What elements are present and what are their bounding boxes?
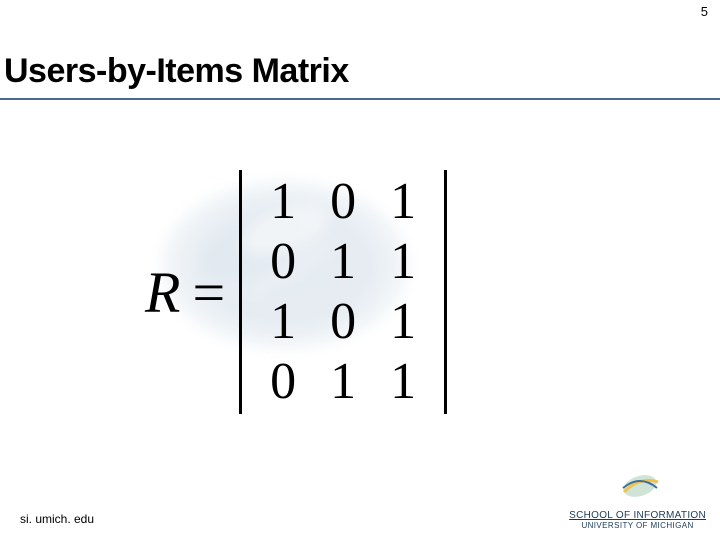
matrix-row: 1 0 1 (253, 176, 433, 228)
matrix-cell: 0 (313, 296, 373, 348)
slide: 5 Users-by-Items Matrix R = 1 0 1 (0, 0, 720, 540)
equation-lhs: R (145, 259, 180, 326)
matrix-row: 0 1 1 (253, 236, 433, 288)
matrix-grid: 1 0 1 0 1 1 1 0 1 0 1 1 (253, 176, 433, 408)
matrix-cell: 1 (313, 356, 373, 408)
matrix: 1 0 1 0 1 1 1 0 1 0 1 1 (239, 170, 447, 414)
equals-sign: = (192, 259, 225, 326)
matrix-cell: 0 (253, 356, 313, 408)
title-underline (0, 98, 720, 100)
page-number: 5 (701, 4, 708, 19)
footer-school: SCHOOL OF INFORMATION (569, 510, 706, 521)
equation: R = 1 0 1 0 1 1 1 0 1 (145, 170, 447, 414)
matrix-cell: 0 (253, 236, 313, 288)
school-logo-icon (620, 472, 660, 500)
matrix-right-bar (444, 170, 447, 414)
matrix-left-bar (239, 170, 242, 414)
footer-university: UNIVERSITY OF MICHIGAN (569, 521, 706, 530)
matrix-cell: 1 (373, 296, 433, 348)
matrix-row: 1 0 1 (253, 296, 433, 348)
footer-url: si. umich. edu (20, 512, 94, 526)
matrix-cell: 1 (253, 176, 313, 228)
matrix-row: 0 1 1 (253, 356, 433, 408)
matrix-cell: 1 (373, 236, 433, 288)
matrix-cell: 1 (313, 236, 373, 288)
matrix-cell: 0 (313, 176, 373, 228)
slide-title: Users-by-Items Matrix (4, 52, 349, 91)
footer-attribution: SCHOOL OF INFORMATION UNIVERSITY OF MICH… (569, 510, 706, 530)
matrix-cell: 1 (373, 176, 433, 228)
matrix-cell: 1 (373, 356, 433, 408)
matrix-cell: 1 (253, 296, 313, 348)
